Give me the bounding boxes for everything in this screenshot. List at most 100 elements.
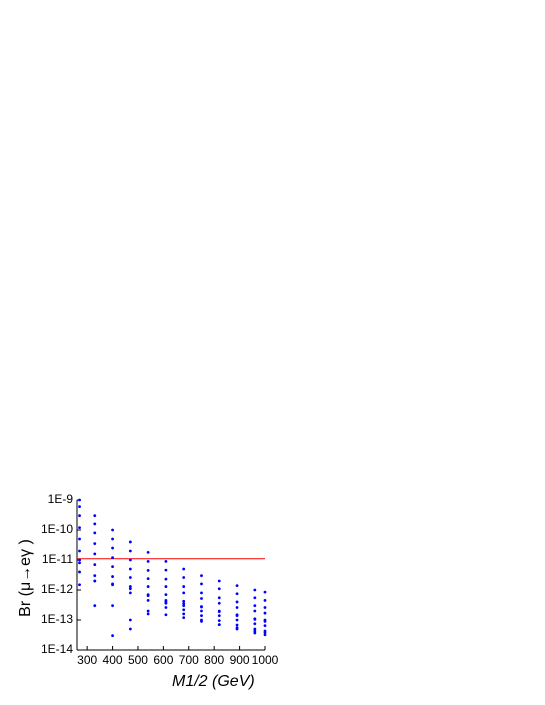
data-point	[235, 618, 239, 622]
data-point	[182, 599, 186, 603]
data-point	[200, 574, 203, 578]
data-point	[78, 537, 81, 541]
data-point	[200, 605, 203, 608]
data-point	[200, 582, 203, 586]
data-point	[182, 576, 186, 579]
data-point	[146, 577, 150, 580]
data-point	[128, 618, 132, 622]
data-point	[217, 601, 221, 605]
data-point	[78, 583, 81, 587]
x-tick-label: 700	[179, 653, 199, 667]
data-point	[111, 634, 114, 638]
data-point	[253, 622, 257, 626]
data-point	[263, 606, 267, 609]
data-point	[263, 631, 267, 635]
data-point	[146, 569, 150, 572]
data-point	[182, 616, 186, 620]
data-point	[164, 606, 168, 609]
data-point	[78, 558, 81, 562]
data-point	[253, 588, 257, 592]
data-point	[78, 549, 81, 553]
data-point	[128, 627, 132, 631]
data-point	[111, 565, 114, 569]
x-tick-label: 900	[230, 653, 250, 667]
data-point	[111, 528, 114, 532]
x-tick-label: 800	[204, 653, 224, 667]
data-point	[128, 585, 132, 588]
data-point	[78, 526, 81, 530]
data-point	[93, 552, 97, 556]
data-point	[128, 591, 132, 595]
data-point	[164, 568, 168, 572]
data-point	[93, 514, 97, 518]
data-point	[217, 596, 221, 600]
data-point	[93, 542, 97, 546]
data-point	[146, 612, 150, 616]
data-point	[263, 611, 267, 615]
data-point	[263, 590, 267, 594]
y-tick-label: 1E-14	[41, 642, 73, 656]
data-point	[253, 596, 257, 600]
data-point	[164, 593, 168, 597]
data-point	[217, 619, 221, 623]
data-point	[182, 604, 186, 608]
data-point	[235, 592, 239, 596]
data-point	[263, 624, 267, 628]
data-point	[111, 546, 114, 550]
x-tick-label: 1000	[252, 653, 279, 667]
data-point	[146, 550, 150, 554]
data-point	[111, 556, 114, 560]
data-point	[111, 604, 114, 608]
data-point	[253, 604, 257, 608]
y-tick-label: 1E-9	[48, 492, 74, 506]
data-point	[146, 559, 150, 563]
data-point	[200, 597, 203, 600]
data-point	[235, 584, 239, 588]
data-point	[263, 599, 267, 602]
data-point	[182, 602, 186, 606]
data-point	[128, 576, 132, 579]
data-point	[217, 614, 221, 618]
data-point	[217, 579, 221, 583]
data-point	[93, 574, 97, 578]
data-point	[128, 567, 132, 571]
y-tick-label: 1E-10	[41, 522, 73, 536]
data-point	[200, 614, 203, 618]
data-point	[78, 570, 81, 574]
data-point	[146, 585, 150, 588]
data-point	[111, 537, 114, 541]
x-axis-title: M1/2 (GeV)	[172, 673, 255, 690]
data-point	[128, 549, 132, 553]
data-point	[182, 591, 186, 595]
data-point	[253, 617, 257, 621]
data-point	[111, 575, 114, 578]
data-point	[164, 613, 168, 617]
data-point	[164, 599, 168, 602]
data-point	[253, 629, 257, 633]
data-point	[253, 609, 257, 613]
data-point	[253, 627, 257, 631]
data-point	[263, 618, 267, 622]
data-point	[200, 591, 203, 595]
data-point	[263, 633, 267, 637]
data-point	[93, 522, 97, 526]
data-point	[146, 609, 150, 613]
data-point	[78, 561, 81, 565]
data-point	[128, 587, 132, 591]
data-point	[253, 631, 257, 635]
data-point	[93, 563, 97, 567]
y-tick-label: 1E-13	[41, 612, 73, 626]
data-point	[111, 582, 114, 586]
data-point	[217, 587, 221, 591]
data-point	[235, 627, 239, 631]
data-point	[235, 600, 239, 604]
data-point	[235, 606, 239, 609]
data-point	[164, 577, 168, 581]
data-point	[78, 514, 81, 518]
data-point	[93, 604, 97, 608]
data-point	[93, 579, 97, 583]
data-point	[164, 559, 168, 563]
data-point	[164, 585, 168, 588]
data-point	[78, 505, 81, 509]
